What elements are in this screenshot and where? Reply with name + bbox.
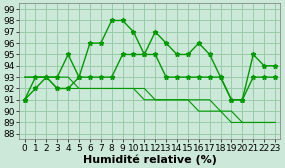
X-axis label: Humidité relative (%): Humidité relative (%) bbox=[83, 154, 217, 164]
